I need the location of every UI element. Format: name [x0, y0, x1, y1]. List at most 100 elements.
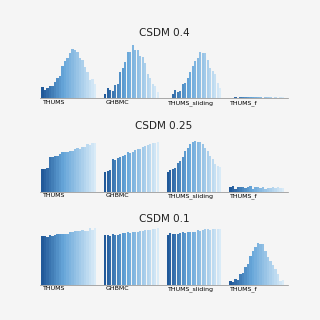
- Bar: [152, 229, 154, 285]
- Bar: [257, 187, 259, 192]
- Bar: [167, 235, 169, 285]
- Bar: [82, 60, 84, 99]
- Bar: [234, 279, 236, 285]
- Bar: [94, 143, 96, 192]
- Bar: [249, 97, 252, 99]
- Bar: [177, 163, 179, 192]
- Bar: [229, 187, 231, 192]
- Bar: [192, 232, 194, 285]
- Bar: [239, 187, 242, 192]
- Bar: [154, 143, 156, 192]
- Bar: [107, 171, 109, 192]
- Bar: [274, 269, 276, 285]
- Bar: [182, 84, 184, 99]
- Bar: [249, 186, 252, 192]
- Bar: [144, 146, 146, 192]
- Bar: [152, 84, 154, 99]
- Bar: [52, 236, 54, 285]
- Bar: [92, 79, 94, 99]
- Bar: [41, 87, 44, 99]
- Bar: [244, 267, 246, 285]
- Bar: [134, 50, 136, 99]
- Bar: [116, 84, 119, 99]
- Bar: [204, 148, 206, 192]
- Bar: [114, 235, 116, 285]
- Bar: [252, 189, 254, 192]
- Bar: [126, 152, 129, 192]
- Bar: [179, 161, 181, 192]
- Bar: [262, 187, 264, 192]
- Bar: [187, 78, 189, 99]
- Bar: [229, 281, 231, 285]
- Bar: [74, 51, 76, 99]
- Bar: [194, 141, 196, 192]
- Bar: [177, 234, 179, 285]
- Bar: [269, 261, 272, 285]
- Bar: [134, 232, 136, 285]
- Bar: [82, 230, 84, 285]
- Bar: [267, 97, 269, 99]
- Bar: [259, 188, 261, 192]
- Bar: [111, 234, 114, 285]
- Bar: [239, 274, 242, 285]
- Bar: [147, 74, 149, 99]
- Bar: [267, 257, 269, 285]
- Bar: [214, 74, 217, 99]
- Bar: [217, 166, 219, 192]
- Bar: [172, 94, 174, 99]
- Bar: [104, 93, 106, 99]
- Bar: [244, 97, 246, 99]
- Bar: [279, 98, 282, 99]
- Bar: [64, 152, 66, 192]
- Bar: [84, 147, 86, 192]
- Bar: [44, 90, 46, 99]
- Bar: [262, 98, 264, 99]
- Bar: [132, 152, 134, 192]
- Bar: [242, 273, 244, 285]
- Bar: [114, 85, 116, 99]
- Bar: [192, 67, 194, 99]
- Bar: [212, 159, 214, 192]
- Bar: [232, 186, 234, 192]
- Bar: [156, 141, 159, 192]
- Bar: [41, 169, 44, 192]
- Bar: [214, 164, 217, 192]
- Bar: [184, 233, 187, 285]
- Bar: [217, 83, 219, 99]
- Bar: [132, 232, 134, 285]
- Bar: [199, 142, 202, 192]
- Bar: [202, 230, 204, 285]
- Bar: [84, 231, 86, 285]
- Bar: [109, 170, 111, 192]
- Bar: [122, 233, 124, 285]
- Bar: [107, 88, 109, 99]
- Bar: [124, 155, 126, 192]
- Bar: [277, 187, 279, 192]
- Title: CSDM 0.25: CSDM 0.25: [135, 121, 193, 131]
- Bar: [116, 235, 119, 285]
- Bar: [179, 233, 181, 285]
- Bar: [156, 228, 159, 285]
- Bar: [126, 52, 129, 99]
- Bar: [52, 86, 54, 99]
- Bar: [141, 147, 144, 192]
- Bar: [67, 58, 69, 99]
- Bar: [247, 264, 249, 285]
- Bar: [107, 236, 109, 285]
- Bar: [122, 156, 124, 192]
- Bar: [202, 53, 204, 99]
- Bar: [52, 157, 54, 192]
- Bar: [182, 157, 184, 192]
- Bar: [272, 265, 274, 285]
- Bar: [267, 188, 269, 192]
- Bar: [149, 77, 151, 99]
- Bar: [56, 235, 59, 285]
- Bar: [111, 159, 114, 192]
- Bar: [257, 97, 259, 99]
- Bar: [49, 236, 51, 285]
- Bar: [49, 86, 51, 99]
- Bar: [172, 170, 174, 192]
- Bar: [137, 50, 139, 99]
- Bar: [189, 231, 191, 285]
- Bar: [92, 230, 94, 285]
